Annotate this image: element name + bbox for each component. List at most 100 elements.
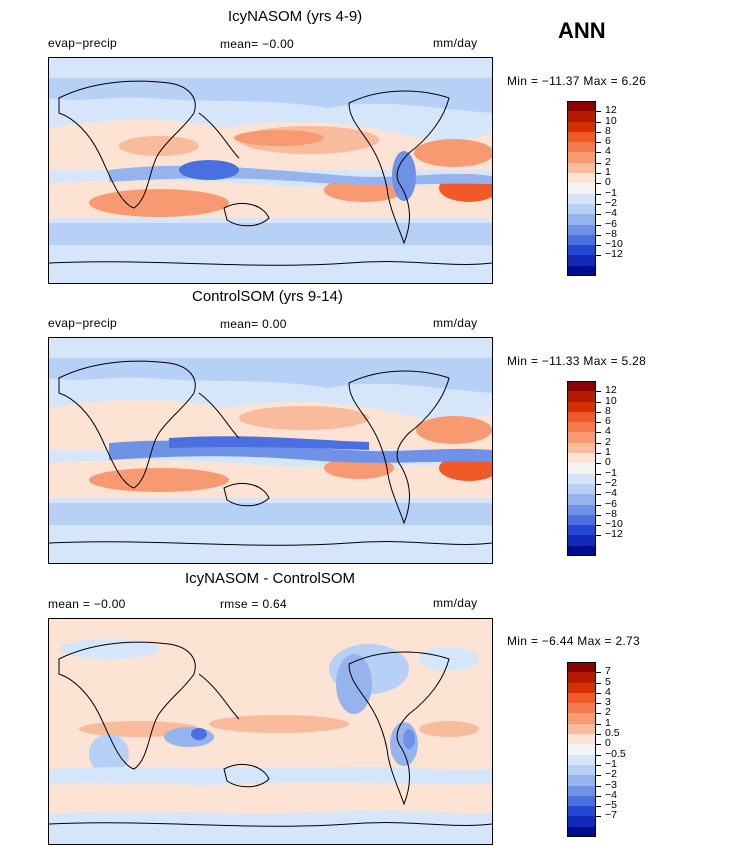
colorbar-tick-mark [596, 535, 601, 537]
colorbar-tick-mark [596, 682, 601, 684]
colorbar-swatch [567, 754, 596, 766]
panel-3-units-label: mm/day [433, 596, 478, 610]
colorbar-swatch [567, 224, 596, 236]
colorbar-swatch [567, 162, 596, 174]
colorbar-swatch [567, 193, 596, 205]
colorbar-swatch [567, 764, 596, 776]
panel-2-variable-label: evap−precip [48, 316, 118, 330]
colorbar-tick-mark [596, 723, 601, 725]
colorbar-swatch [567, 525, 596, 536]
colorbar-swatch [567, 795, 596, 807]
colorbar-swatch [567, 463, 596, 475]
colorbar-swatch [567, 173, 596, 184]
colorbar-tick-label: −0.5 [605, 747, 626, 760]
colorbar-tick-mark [596, 401, 601, 403]
colorbar-tick-mark [596, 473, 601, 475]
colorbar-swatch [567, 713, 596, 725]
colorbar-tick-mark [596, 234, 601, 236]
colorbar-swatch [567, 121, 596, 133]
colorbar-swatch [567, 245, 596, 256]
panel-2-title: ControlSOM (yrs 9-14) [192, 288, 343, 305]
panel-2-minmax: Min = −11.33 Max = 5.28 [507, 354, 647, 368]
colorbar-swatch [567, 432, 596, 444]
colorbar-tick-mark [596, 432, 601, 434]
colorbar-tick-mark [596, 672, 601, 674]
colorbar-tick-label: −4 [605, 788, 617, 801]
colorbar-swatch [567, 453, 596, 464]
colorbar-tick-mark [596, 411, 601, 413]
colorbar-tick-mark [596, 692, 601, 694]
panel-2-colorbar: 12 10 8 6 4 2 1 0 −1 −2 −4 −6 −8 −10 −12 [567, 381, 687, 557]
colorbar-tick-label: −6 [605, 217, 617, 230]
colorbar-tick-label: 2 [605, 155, 611, 168]
colorbar-tick-mark [596, 785, 601, 787]
colorbar-tick-label: 1 [605, 446, 611, 459]
colorbar-tick-label: −5 [605, 799, 617, 812]
colorbar-swatch [567, 203, 596, 215]
colorbar-tick-mark [596, 203, 601, 205]
panel-3-minmax: Min = −6.44 Max = 2.73 [507, 634, 641, 648]
colorbar-swatch [567, 494, 596, 506]
colorbar-swatch [567, 744, 596, 756]
colorbar-tick-mark [596, 744, 601, 746]
colorbar-swatch [567, 682, 596, 694]
colorbar-tick-label: 8 [605, 404, 611, 417]
colorbar-tick-label: −10 [605, 238, 623, 251]
colorbar-tick-mark [596, 734, 601, 736]
colorbar-swatch [567, 535, 596, 547]
colorbar-tick-mark [596, 142, 601, 144]
colorbar-tick-label: 10 [605, 114, 617, 127]
colorbar-swatch [567, 111, 596, 123]
colorbar-tick-label: 0 [605, 737, 611, 750]
panel-1-map-plot [49, 58, 492, 283]
colorbar-tick-label: −12 [605, 248, 623, 261]
colorbar-tick-mark [596, 463, 601, 465]
colorbar-tick-mark [596, 483, 601, 485]
panel-1-units-label: mm/day [433, 36, 478, 50]
colorbar-tick-mark [596, 224, 601, 226]
colorbar-tick-label: −8 [605, 507, 617, 520]
colorbar-tick-label: 4 [605, 145, 611, 158]
colorbar-tick-label: −7 [605, 809, 617, 822]
colorbar-swatch [567, 422, 596, 433]
colorbar-tick-mark [596, 193, 601, 195]
colorbar-swatch [567, 152, 596, 164]
colorbar-tick-mark [596, 754, 601, 756]
colorbar-swatch [567, 672, 596, 684]
colorbar-tick-mark [596, 255, 601, 257]
colorbar-tick-label: 4 [605, 685, 611, 698]
colorbar-tick-mark [596, 183, 601, 185]
colorbar-tick-label: −2 [605, 476, 617, 489]
colorbar-swatch [567, 401, 596, 413]
colorbar-swatch [567, 183, 596, 195]
panel-2-mean-label: mean= 0.00 [220, 317, 287, 331]
colorbar-tick-mark [596, 111, 601, 113]
colorbar-tick-mark [596, 703, 601, 705]
colorbar-tick-label: 12 [605, 104, 617, 117]
colorbar-tick-label: −4 [605, 207, 617, 220]
colorbar-tick-mark [596, 816, 601, 818]
colorbar-swatch [567, 723, 596, 735]
colorbar-tick-mark [596, 121, 601, 123]
colorbar-tick-mark [596, 795, 601, 797]
colorbar-swatch [567, 734, 596, 745]
panel-3-title: IcyNASOM - ControlSOM [185, 570, 356, 587]
colorbar-tick-label: 5 [605, 675, 611, 688]
colorbar-tick-label: −3 [605, 778, 617, 791]
colorbar-tick-mark [596, 504, 601, 506]
colorbar-tick-label: −8 [605, 227, 617, 240]
colorbar-tick-mark [596, 525, 601, 527]
colorbar-swatch [567, 381, 596, 392]
colorbar-swatch [567, 131, 596, 143]
colorbar-tick-label: −1 [605, 186, 617, 199]
colorbar-tick-label: 10 [605, 394, 617, 407]
colorbar-swatch [567, 806, 596, 817]
colorbar-tick-label: 6 [605, 135, 611, 148]
colorbar-tick-mark [596, 514, 601, 516]
colorbar-tick-label: 2 [605, 435, 611, 448]
colorbar-tick-label: 2 [605, 706, 611, 719]
colorbar-tick-label: −12 [605, 528, 623, 541]
colorbar-swatch [567, 483, 596, 495]
colorbar-tick-label: −2 [605, 196, 617, 209]
panel-1-title: IcyNASOM (yrs 4-9) [228, 8, 363, 25]
